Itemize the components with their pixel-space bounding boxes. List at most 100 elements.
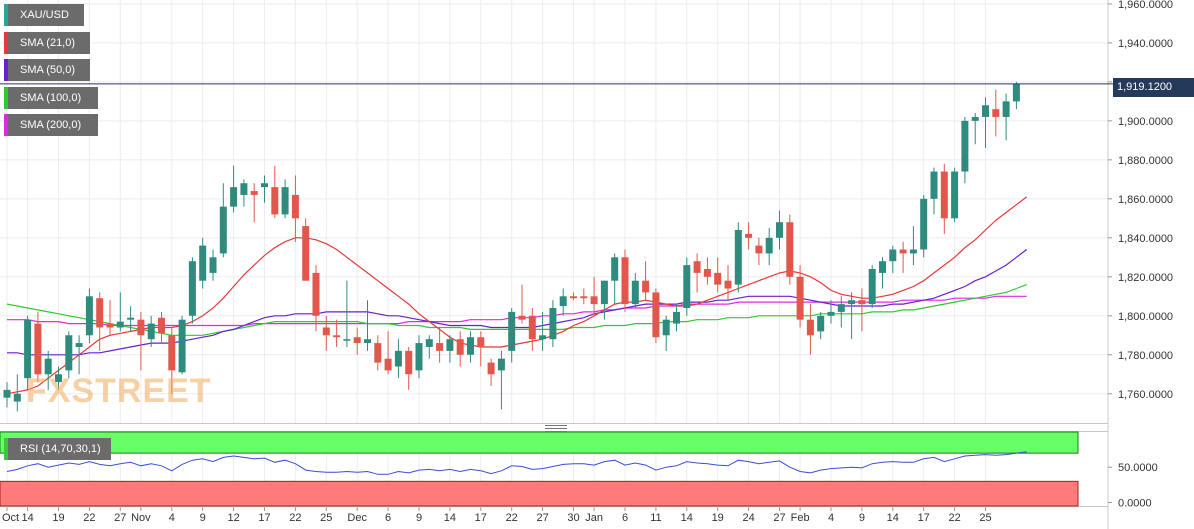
candle-body <box>755 245 763 254</box>
candle <box>642 261 650 301</box>
candle <box>477 331 485 367</box>
candle <box>127 306 135 332</box>
candle-body <box>611 257 619 281</box>
candle <box>168 327 176 394</box>
candle-body <box>106 323 114 328</box>
candle <box>116 292 124 332</box>
candle <box>755 237 763 266</box>
candle <box>219 183 227 258</box>
legend-item-rsi[interactable]: RSI (14,70,30,1) <box>4 438 111 460</box>
x-tick-label: 14 <box>681 512 693 524</box>
candle-body <box>281 187 289 215</box>
candle <box>24 315 32 390</box>
candle <box>518 284 526 324</box>
candle <box>879 257 886 289</box>
x-tick-label: 22 <box>289 512 301 524</box>
candle <box>436 327 444 363</box>
candle <box>364 300 371 351</box>
y-tick-label: 1,800.0000 <box>1118 311 1173 323</box>
candle <box>96 292 104 351</box>
x-tick-label: 4 <box>169 512 175 524</box>
candle-body <box>1012 83 1020 102</box>
legend-item-xauusd[interactable]: XAU/USD <box>4 4 84 26</box>
candle <box>34 311 42 383</box>
x-tick-label: Feb <box>791 512 810 524</box>
candle <box>539 311 547 351</box>
candle <box>106 300 114 336</box>
candle-body <box>848 300 856 305</box>
x-tick-label: 6 <box>385 512 391 524</box>
legend-item-sma-100[interactable]: SMA (100,0) <box>4 87 98 109</box>
candle <box>55 366 62 390</box>
candle-body <box>951 171 959 219</box>
candle-body <box>920 198 928 250</box>
legend-item-sma-21[interactable]: SMA (21,0) <box>4 32 90 54</box>
candle <box>724 265 732 301</box>
candle-body <box>930 171 938 199</box>
candle-body <box>621 257 629 305</box>
panel-splitter-handle[interactable] <box>545 425 567 432</box>
candle <box>425 335 433 359</box>
candle-body <box>3 389 11 398</box>
candle <box>3 382 11 408</box>
candle-body <box>137 319 145 336</box>
candle-body <box>796 276 804 320</box>
candle <box>961 116 969 184</box>
candle-body <box>724 280 732 289</box>
candle-body <box>291 194 299 219</box>
candle <box>271 165 279 219</box>
candle-body <box>734 230 742 285</box>
sma-21-line <box>6 196 1028 395</box>
candle-body <box>219 206 227 254</box>
x-tick-label: Jan <box>585 512 603 524</box>
candle-body <box>147 323 155 340</box>
candle <box>1012 81 1020 110</box>
candle-body <box>85 296 93 336</box>
candle <box>827 300 835 324</box>
x-tick-label: 14 <box>887 512 899 524</box>
candle <box>487 358 495 386</box>
candle <box>508 307 516 363</box>
candle <box>611 253 619 305</box>
candle-body <box>1002 101 1010 117</box>
candle-body <box>322 327 330 336</box>
candle-body <box>806 319 814 336</box>
candle-body <box>714 272 722 285</box>
candle <box>415 335 423 379</box>
candle-body <box>96 298 104 328</box>
x-tick-label: 14 <box>21 512 33 524</box>
candle <box>75 335 83 375</box>
candle <box>333 319 341 347</box>
candle <box>673 304 680 332</box>
candle-body <box>528 315 536 340</box>
candle-body <box>209 257 217 273</box>
candle <box>570 292 577 301</box>
watermark: FXSTREET <box>26 372 212 410</box>
x-tick-label: Oct <box>2 512 19 524</box>
candle <box>940 163 948 234</box>
candle <box>343 280 351 347</box>
candle <box>992 89 1000 137</box>
candle-body <box>868 269 876 305</box>
candle <box>899 241 907 273</box>
y-tick-label: 1,840.0000 <box>1118 233 1173 245</box>
rsi-y-tick-label: 50.0000 <box>1118 462 1158 474</box>
y-tick-label: 1,860.0000 <box>1118 194 1173 206</box>
candle <box>631 272 639 308</box>
candle-body <box>55 374 62 383</box>
candle-body <box>188 261 196 316</box>
sma-lines <box>6 196 1028 395</box>
legend-item-sma-200[interactable]: SMA (200,0) <box>4 114 98 136</box>
legend-item-sma-50[interactable]: SMA (50,0) <box>4 59 90 81</box>
candle-body <box>776 222 783 238</box>
candle <box>621 249 629 312</box>
candle <box>920 194 928 258</box>
candles <box>3 81 1020 412</box>
candle-body <box>786 222 794 277</box>
candle <box>776 210 783 250</box>
candle-body <box>178 319 186 373</box>
candle-body <box>353 337 361 344</box>
candle-body <box>683 265 691 308</box>
candle <box>796 265 804 328</box>
